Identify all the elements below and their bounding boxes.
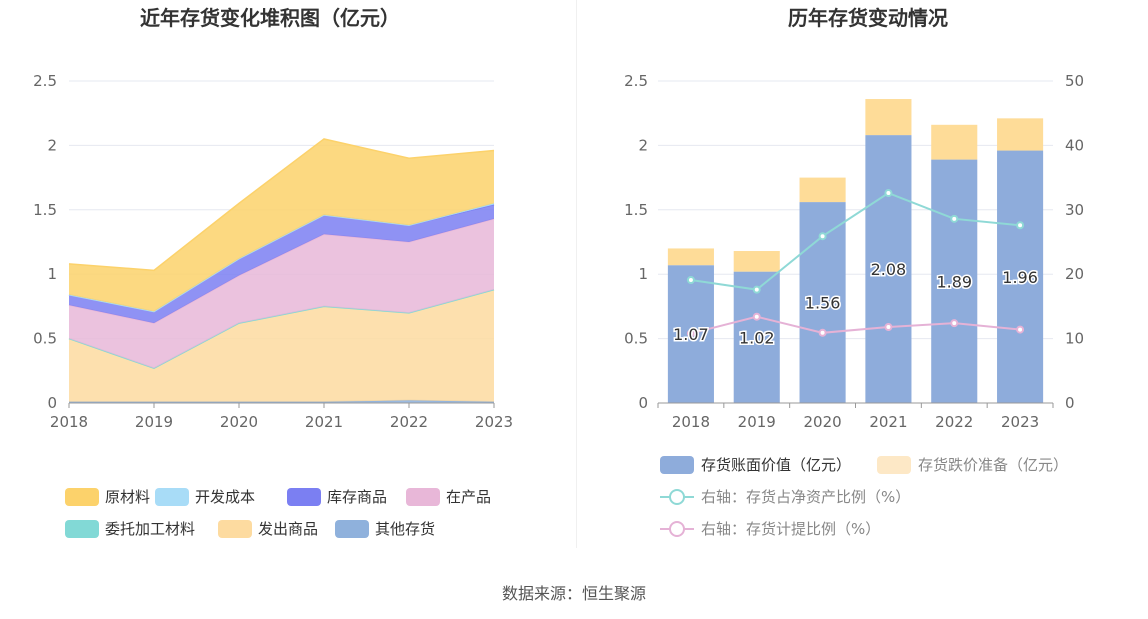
y2-tick-label: 0 [1065, 394, 1075, 412]
bar-impairment [667, 248, 714, 266]
y-tick-label: 0.5 [33, 330, 57, 348]
y-tick-label: 2.5 [624, 72, 648, 90]
line-point [1016, 221, 1025, 230]
bar-impairment [865, 99, 912, 136]
legend-label: 其他存货 [375, 520, 435, 538]
line-point [950, 319, 959, 328]
legend-swatch [218, 520, 252, 538]
line-point [1016, 325, 1025, 334]
line-point [686, 329, 695, 338]
x-tick-label: 2020 [803, 413, 841, 431]
bar-data-label: 1.89 [936, 272, 972, 291]
y-tick-label: 0.5 [624, 330, 648, 348]
legend-swatch [335, 520, 369, 538]
bar-impairment [931, 124, 978, 160]
line-point [950, 214, 959, 223]
legend-swatch [877, 456, 911, 474]
legend-label: 委托加工材料 [105, 520, 195, 538]
bar-line-chart: 0 0.5 1 1.5 2 2.5 0 10 20 30 40 50 2018 2019 2020 2021 2… [624, 72, 1084, 431]
x-tick-label: 2022 [390, 413, 428, 431]
legend-label: 右轴：存货计提比例（%） [701, 520, 880, 538]
right-legend: 存货账面价值（亿元） 存货跌价准备（亿元） 右轴：存货占净资产比例（%） 右轴：存货计… [660, 456, 1068, 538]
line-point [752, 285, 761, 294]
y2-tick-label: 20 [1065, 265, 1084, 283]
area-库存商品 [69, 204, 494, 324]
line-右轴：存货占净资产比例（%） [690, 191, 1021, 291]
legend-swatch [155, 488, 189, 506]
line-point [884, 189, 893, 198]
y2-tick-label: 40 [1065, 136, 1084, 154]
legend-swatch [406, 488, 440, 506]
y-tick-label: 2 [47, 136, 57, 154]
area-在产品 [69, 218, 494, 369]
x-tick-label: 2022 [935, 413, 973, 431]
bar-data-label: 1.02 [739, 328, 775, 347]
bar-impairment [733, 251, 780, 272]
legend-swatch [660, 456, 694, 474]
left-chart-title: 近年存货变化堆积图（亿元） [140, 6, 400, 30]
legend-swatch [65, 520, 99, 538]
area-edge-原材料 [68, 138, 495, 272]
legend-marker [669, 489, 685, 505]
legend-label: 存货跌价准备（亿元） [918, 456, 1068, 474]
line-point [686, 275, 695, 284]
bar-book-value [931, 159, 978, 403]
legend-label: 开发成本 [195, 488, 255, 506]
stacked-area-chart: 0 0.5 1 1.5 2 2.5 2018 2019 2020 2021 2022 2023 [33, 72, 513, 431]
bar-data-label: 1.07 [673, 325, 709, 344]
x-tick-label: 2023 [1001, 413, 1039, 431]
data-source: 数据来源：恒生聚源 [501, 584, 646, 603]
bar-data-label: 2.08 [871, 260, 907, 279]
legend-swatch [287, 488, 321, 506]
line-point [884, 323, 893, 332]
x-tick-label: 2019 [738, 413, 776, 431]
legend-label: 存货账面价值（亿元） [701, 456, 851, 474]
bar-impairment [799, 177, 846, 203]
bar-book-value [997, 150, 1044, 403]
x-tick-label: 2020 [220, 413, 258, 431]
right-chart-title: 历年存货变动情况 [788, 6, 948, 30]
x-tick-label: 2018 [672, 413, 710, 431]
bar-book-value [865, 135, 912, 403]
area-发出商品 [69, 289, 494, 402]
x-tick-label: 2018 [50, 413, 88, 431]
line-point [818, 232, 827, 241]
legend-label: 原材料 [105, 488, 150, 506]
line-point [752, 312, 761, 321]
legend-label: 库存商品 [327, 488, 387, 506]
line-point [818, 328, 827, 337]
line-右轴：存货计提比例（%） [690, 315, 1021, 335]
y2-tick-label: 30 [1065, 201, 1084, 219]
area-原材料 [69, 138, 494, 312]
legend-label: 发出商品 [258, 520, 318, 538]
y-tick-label: 0 [638, 394, 648, 412]
y-tick-label: 2 [638, 136, 648, 154]
legend-marker [669, 521, 685, 537]
x-tick-label: 2023 [475, 413, 513, 431]
y2-tick-label: 10 [1065, 330, 1084, 348]
x-tick-label: 2021 [305, 413, 343, 431]
y-tick-label: 1.5 [624, 201, 648, 219]
legend-label: 在产品 [446, 488, 491, 506]
y-tick-label: 1 [47, 265, 57, 283]
bar-data-label: 1.96 [1002, 268, 1038, 287]
panel-divider [576, 0, 577, 548]
y-tick-label: 2.5 [33, 72, 57, 90]
legend-label: 右轴：存货占净资产比例（%） [701, 488, 910, 506]
x-tick-label: 2019 [135, 413, 173, 431]
bar-data-label: 1.56 [805, 294, 841, 313]
legend-swatch [65, 488, 99, 506]
x-tick-label: 2021 [869, 413, 907, 431]
y-tick-label: 1 [638, 265, 648, 283]
y-tick-label: 0 [47, 394, 57, 412]
y2-tick-label: 50 [1065, 72, 1084, 90]
y-tick-label: 1.5 [33, 201, 57, 219]
bar-impairment [997, 118, 1044, 151]
